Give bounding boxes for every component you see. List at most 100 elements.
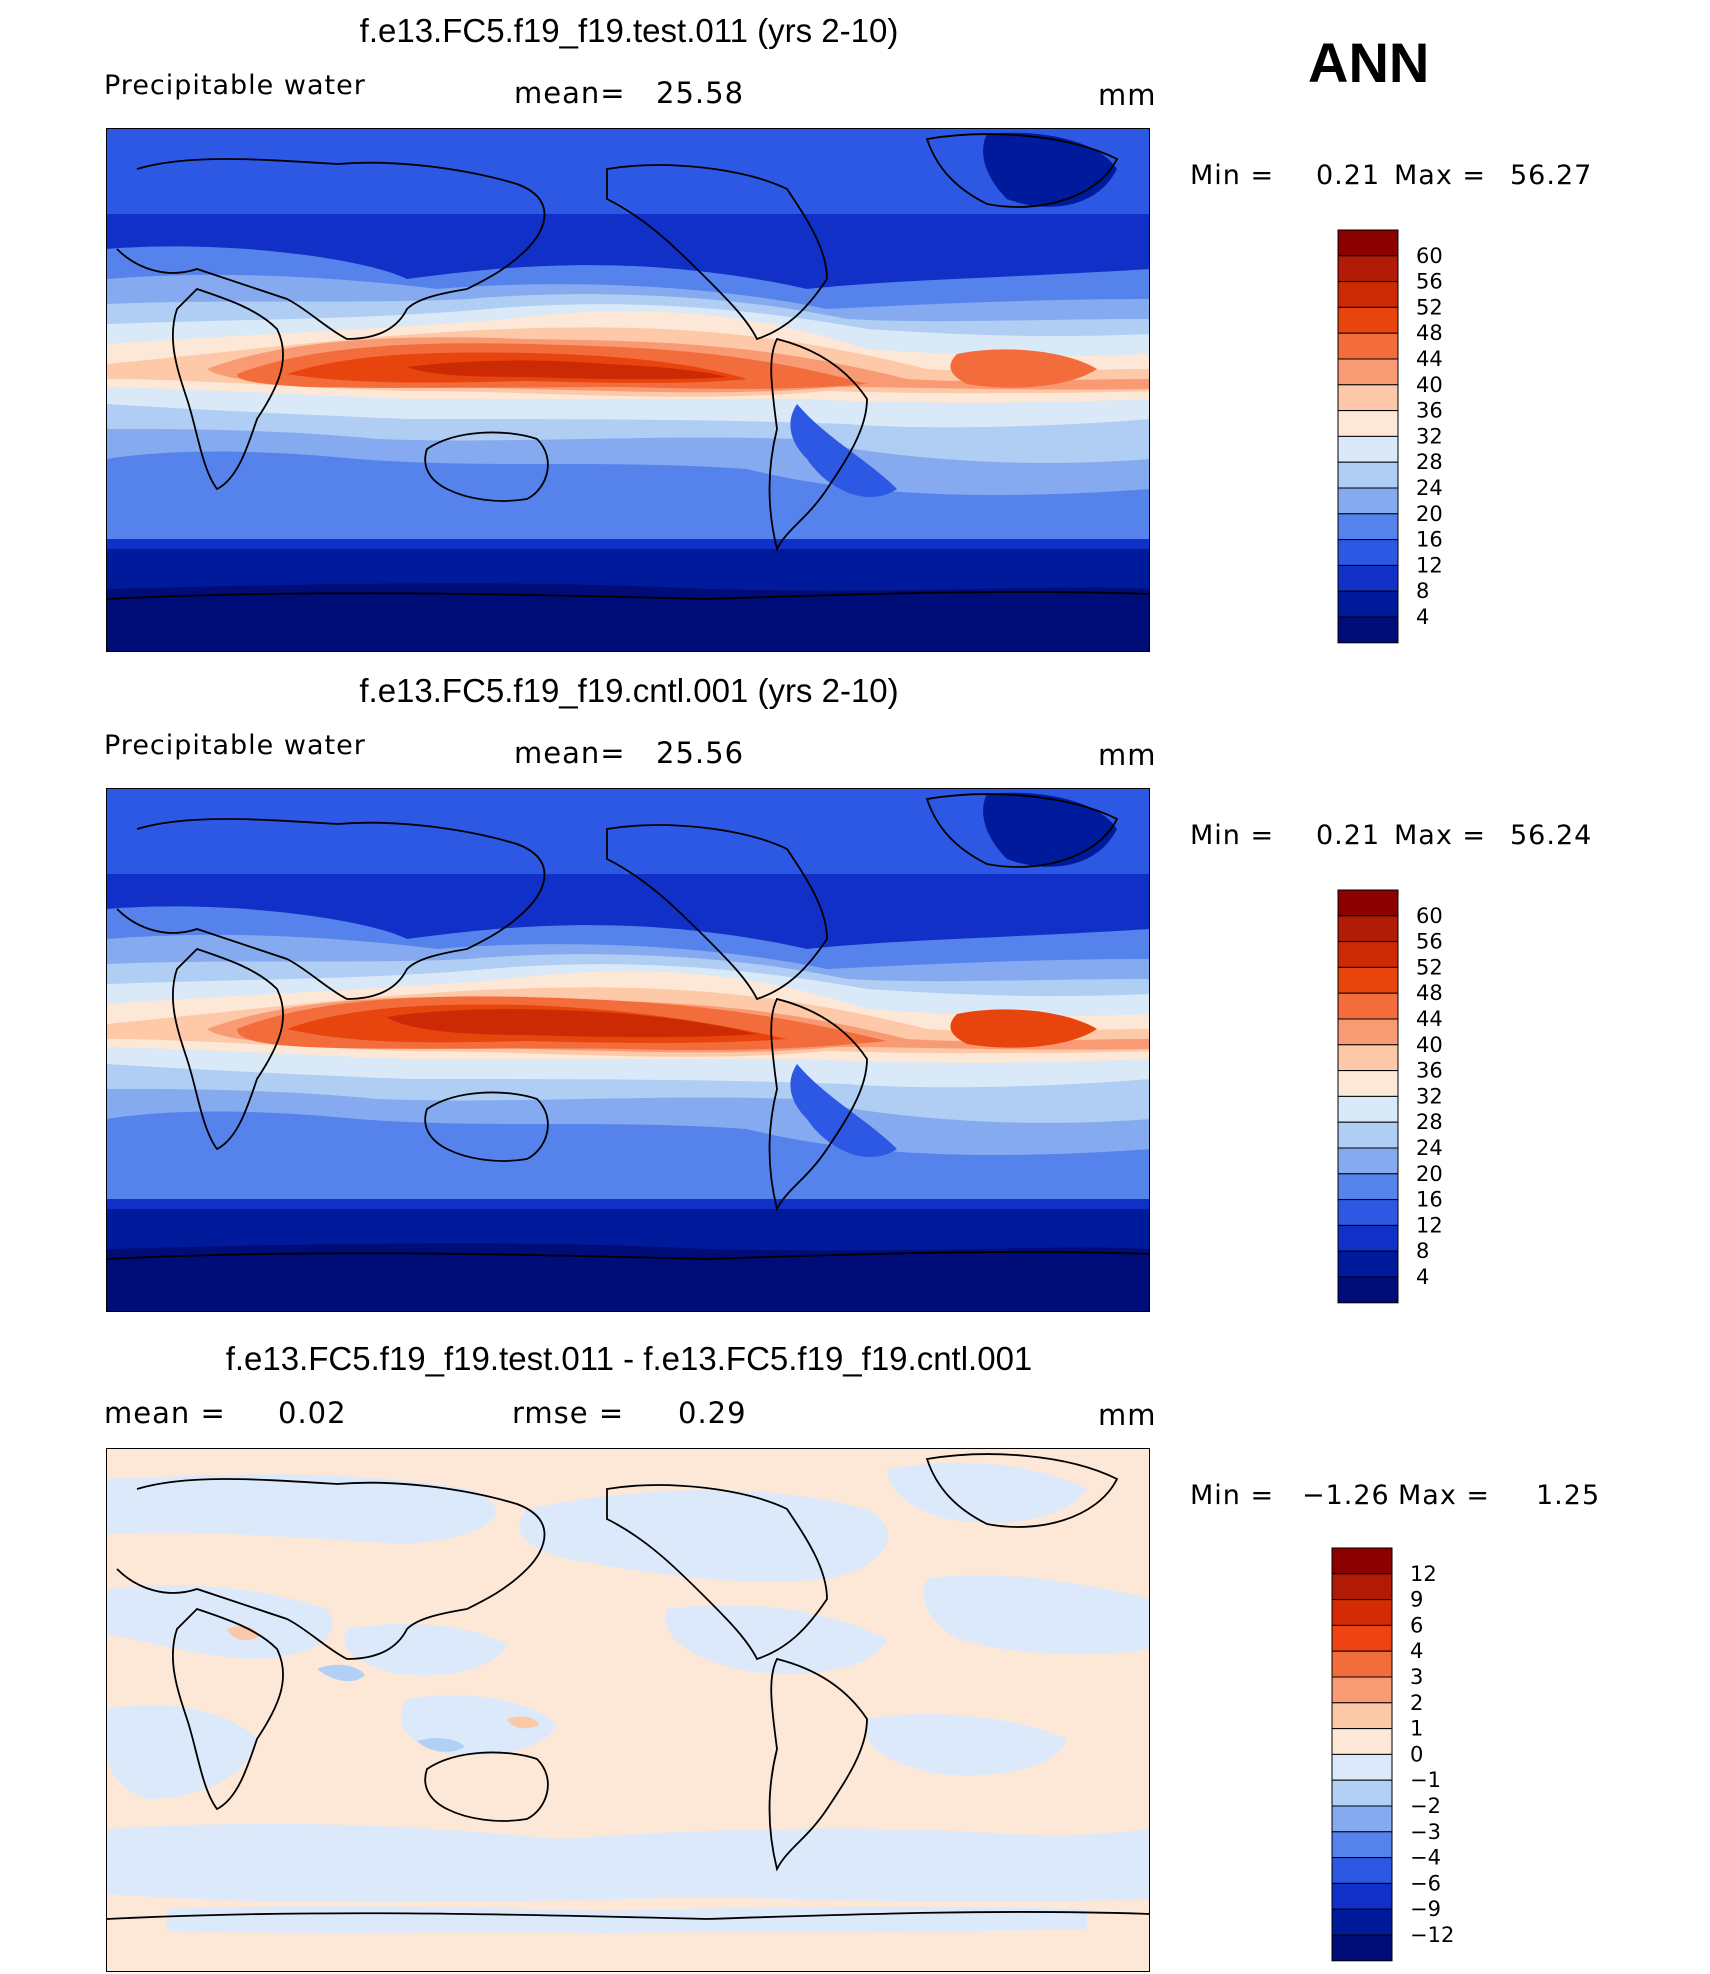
colorbar-swatch — [1337, 616, 1399, 644]
colorbar-tick-label: 16 — [1416, 528, 1443, 552]
colorbar-tick-label: 20 — [1416, 502, 1443, 526]
colorbar-tick-label: 48 — [1416, 981, 1443, 1005]
colorbar-tick-label: 4 — [1416, 605, 1429, 629]
panel2-min-value: 0.21 — [1316, 820, 1381, 851]
colorbar-tick-label: −1 — [1410, 1768, 1441, 1792]
colorbar-swatch — [1337, 1095, 1399, 1123]
panel1-units: mm — [1098, 78, 1157, 112]
panel1-field — [107, 129, 1149, 651]
colorbar-tick-label: 24 — [1416, 1136, 1443, 1160]
panel3-min-label: Min = — [1190, 1480, 1275, 1511]
colorbar-swatch — [1331, 1573, 1393, 1601]
colorbar-tick-label: 8 — [1416, 1239, 1429, 1263]
panel3-rmse-value: 0.29 — [678, 1396, 747, 1430]
panel3-map-svg — [107, 1449, 1149, 1971]
panel2-max-label: Max = — [1394, 820, 1487, 851]
colorbar-tick-label: 0 — [1410, 1742, 1423, 1766]
colorbar-swatch — [1337, 1276, 1399, 1304]
colorbar-tick-label: 28 — [1416, 450, 1443, 474]
panel2-coastlines — [107, 793, 1149, 1260]
colorbar-tick-label: 40 — [1416, 373, 1443, 397]
colorbar-swatch — [1337, 229, 1399, 257]
colorbar-tick-label: 8 — [1416, 579, 1429, 603]
colorbar-tick-label: 4 — [1416, 1265, 1429, 1289]
panel1-mean-label: mean= — [514, 76, 626, 110]
panel2-colorbar: 60 56 52 48 44 40 36 32 28 24 20 16 12 8 4 — [1337, 889, 1538, 1311]
colorbar-swatch — [1331, 1702, 1393, 1730]
colorbar-swatch — [1337, 306, 1399, 334]
colorbar-tick-label: 12 — [1410, 1562, 1437, 1586]
colorbar-swatch — [1331, 1805, 1393, 1833]
panel3-map — [106, 1448, 1150, 1972]
colorbar-tick-label: 52 — [1416, 295, 1443, 319]
panel3-max-value: 1.25 — [1536, 1480, 1601, 1511]
colorbar-swatch — [1331, 1676, 1393, 1704]
colorbar-tick-label: 12 — [1416, 1213, 1443, 1237]
colorbar-swatch — [1337, 539, 1399, 566]
panel1-min-label: Min = — [1190, 160, 1275, 191]
colorbar-tick-label: 4 — [1410, 1639, 1423, 1663]
panel2-mean-label: mean= — [514, 736, 626, 770]
colorbar-swatch — [1337, 1121, 1399, 1149]
panel1-map — [106, 128, 1150, 652]
colorbar-swatch — [1337, 1173, 1399, 1201]
panel3-field — [107, 1449, 1149, 1971]
colorbar-swatch — [1337, 1224, 1399, 1252]
colorbar-tick-label: 3 — [1410, 1665, 1423, 1689]
colorbar-swatch — [1337, 461, 1399, 489]
colorbar-swatch — [1337, 487, 1399, 515]
colorbar-tick-label: −6 — [1410, 1871, 1441, 1895]
panel3-max-label: Max = — [1398, 1480, 1491, 1511]
colorbar-swatch — [1337, 1018, 1399, 1046]
panel1-max-label: Max = — [1394, 160, 1487, 191]
panel3-mean-label: mean = — [104, 1396, 226, 1430]
colorbar-swatch — [1337, 255, 1399, 283]
colorbar-swatch — [1337, 1070, 1399, 1097]
colorbar-tick-label: 36 — [1416, 1059, 1443, 1083]
colorbar-swatch — [1337, 332, 1399, 360]
colorbar-tick-label: 9 — [1410, 1588, 1423, 1612]
panel2-variable-name: Precipitable water — [104, 730, 366, 761]
colorbar-swatch — [1331, 1728, 1393, 1755]
panel2-map-svg — [107, 789, 1149, 1311]
colorbar-swatch — [1337, 513, 1399, 541]
colorbar-tick-label: −3 — [1410, 1820, 1441, 1844]
colorbar-swatch — [1331, 1831, 1393, 1859]
panel1-map-svg — [107, 129, 1149, 651]
colorbar-tick-label: 1 — [1410, 1717, 1423, 1741]
colorbar-swatch — [1337, 966, 1399, 994]
colorbar-tick-label: −12 — [1410, 1923, 1454, 1947]
panel2-field — [107, 789, 1149, 1311]
panel1-mean-value: 25.58 — [656, 76, 745, 110]
colorbar-swatch — [1337, 1250, 1399, 1278]
panel1-colorbar: 60 56 52 48 44 40 36 32 28 24 20 16 12 8 4 — [1337, 229, 1538, 651]
colorbar-swatch — [1331, 1882, 1393, 1910]
colorbar-tick-label: 56 — [1416, 270, 1443, 294]
colorbar-tick-label: 24 — [1416, 476, 1443, 500]
colorbar-swatch — [1331, 1650, 1393, 1678]
panel2-mean-value: 25.56 — [656, 736, 745, 770]
panel3-mean-value: 0.02 — [278, 1396, 347, 1430]
colorbar-tick-label: 32 — [1416, 424, 1443, 448]
colorbar-tick-label: 48 — [1416, 321, 1443, 345]
colorbar-tick-label: 52 — [1416, 955, 1443, 979]
colorbar-swatch — [1331, 1547, 1393, 1575]
panel3-min-value: −1.26 — [1302, 1480, 1390, 1511]
season-label: ANN — [1308, 31, 1430, 94]
colorbar-swatch — [1337, 384, 1399, 412]
colorbar-swatch — [1337, 281, 1399, 308]
colorbar-tick-label: 60 — [1416, 904, 1443, 928]
colorbar-tick-label: 12 — [1416, 553, 1443, 577]
panel1-min-value: 0.21 — [1316, 160, 1381, 191]
panel3-units: mm — [1098, 1398, 1157, 1432]
panel3-rmse-label: rmse = — [512, 1396, 625, 1430]
colorbar-tick-label: 28 — [1416, 1110, 1443, 1134]
panel2-min-label: Min = — [1190, 820, 1275, 851]
colorbar-tick-label: 20 — [1416, 1162, 1443, 1186]
colorbar-swatch — [1337, 564, 1399, 592]
colorbar-swatch — [1337, 1199, 1399, 1226]
colorbar-swatch — [1337, 358, 1399, 386]
